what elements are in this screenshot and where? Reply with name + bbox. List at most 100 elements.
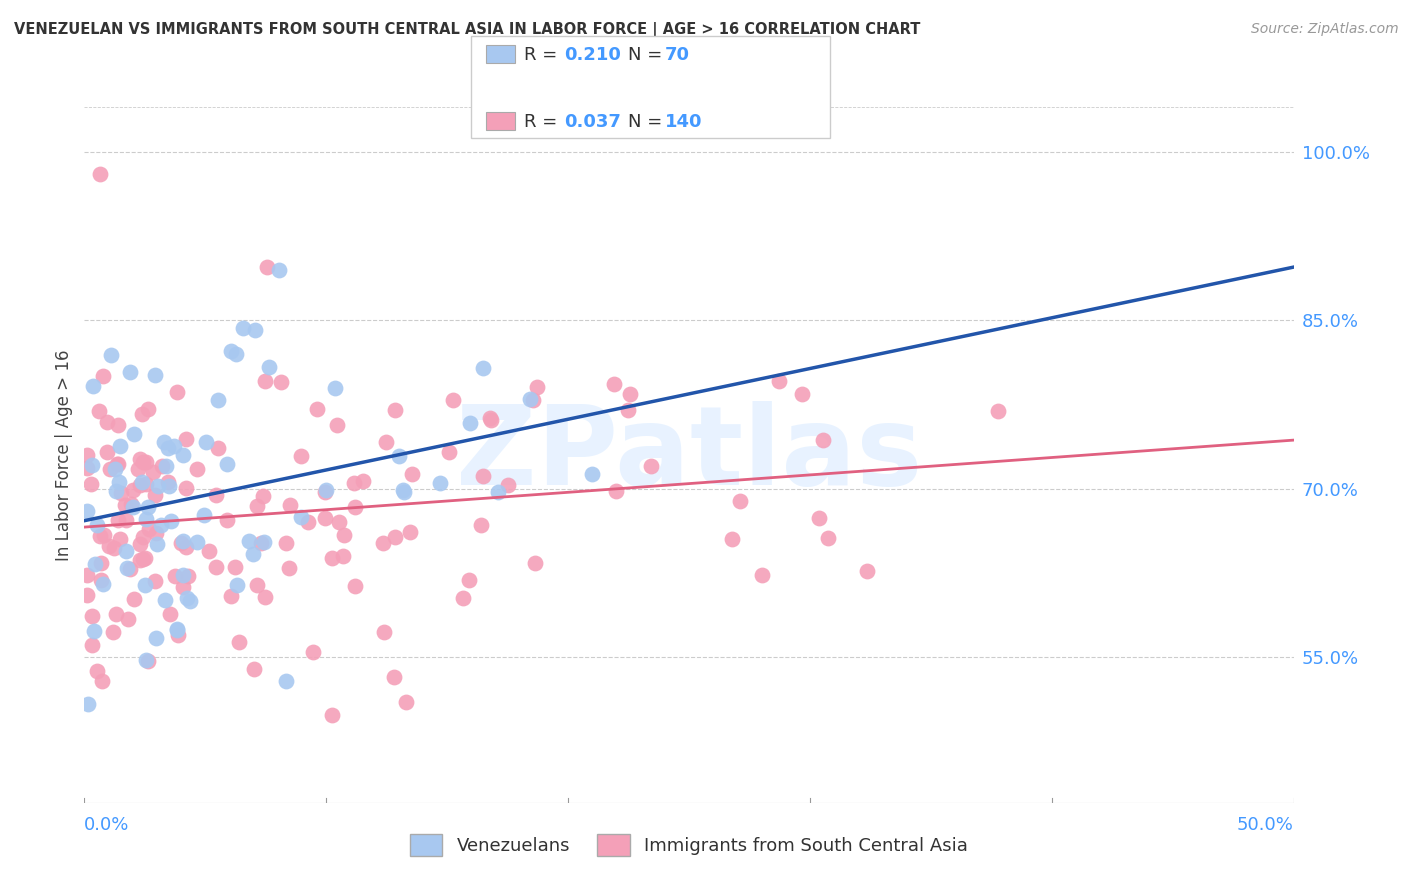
Point xyxy=(224,560,246,574)
Point xyxy=(395,696,418,710)
Point xyxy=(107,418,129,433)
Point xyxy=(277,560,299,574)
Point xyxy=(458,574,481,588)
Point xyxy=(250,536,273,550)
Point xyxy=(136,401,159,416)
Point xyxy=(155,459,177,474)
Point xyxy=(813,433,835,447)
Point xyxy=(153,434,176,449)
Point xyxy=(96,445,118,459)
Point xyxy=(118,366,141,380)
Point xyxy=(76,460,98,475)
Point xyxy=(321,707,343,722)
Point xyxy=(352,474,374,488)
Point xyxy=(290,449,312,463)
Point xyxy=(619,386,641,401)
Point xyxy=(401,467,423,482)
Text: VENEZUELAN VS IMMIGRANTS FROM SOUTH CENTRAL ASIA IN LABOR FORCE | AGE > 16 CORRE: VENEZUELAN VS IMMIGRANTS FROM SOUTH CENT… xyxy=(14,22,921,38)
Point xyxy=(323,381,346,395)
Point xyxy=(221,344,243,359)
Point xyxy=(246,500,269,514)
Point xyxy=(238,534,260,549)
Point xyxy=(325,418,347,433)
Point xyxy=(523,556,546,570)
Point xyxy=(856,564,879,578)
Point xyxy=(100,348,122,362)
Point xyxy=(143,574,166,588)
Point xyxy=(159,514,181,528)
Point xyxy=(120,562,142,576)
Point xyxy=(172,533,194,548)
Point xyxy=(257,360,280,375)
Point xyxy=(204,488,226,502)
Point xyxy=(384,530,406,544)
Point xyxy=(226,578,249,592)
Point xyxy=(93,527,115,541)
Point xyxy=(373,625,395,640)
Point xyxy=(97,539,120,553)
Point xyxy=(333,528,356,542)
Point xyxy=(274,673,297,688)
Point xyxy=(135,653,157,667)
Point xyxy=(276,536,298,550)
Point xyxy=(472,360,495,375)
Point xyxy=(83,624,105,638)
Point xyxy=(254,374,277,388)
Text: 0.0%: 0.0% xyxy=(84,816,129,834)
Point xyxy=(290,510,312,524)
Point xyxy=(84,557,107,571)
Point xyxy=(90,556,112,570)
Point xyxy=(252,489,274,503)
Point xyxy=(105,483,128,498)
Point xyxy=(89,167,111,181)
Point xyxy=(343,475,366,490)
Point xyxy=(374,435,396,450)
Point xyxy=(344,579,367,593)
Point xyxy=(167,628,190,642)
Point xyxy=(96,415,118,429)
Point xyxy=(134,551,156,566)
Point xyxy=(522,393,544,408)
Point xyxy=(108,438,131,452)
Point xyxy=(205,559,228,574)
Point xyxy=(129,537,152,551)
Point xyxy=(253,590,276,604)
Point xyxy=(86,664,108,678)
Legend: Venezuelans, Immigrants from South Central Asia: Venezuelans, Immigrants from South Centr… xyxy=(402,827,976,863)
Point xyxy=(105,607,128,621)
Point xyxy=(177,569,200,583)
Point xyxy=(640,459,662,474)
Point xyxy=(243,662,266,676)
Point xyxy=(114,499,136,513)
Text: ZPatlas: ZPatlas xyxy=(456,401,922,508)
Point xyxy=(398,524,420,539)
Point xyxy=(278,498,301,512)
Text: Source: ZipAtlas.com: Source: ZipAtlas.com xyxy=(1251,22,1399,37)
Point xyxy=(728,494,751,508)
Point xyxy=(87,404,110,418)
Point xyxy=(817,531,839,545)
Point xyxy=(496,478,519,492)
Point xyxy=(186,535,208,549)
Point xyxy=(382,669,405,683)
Point xyxy=(122,483,145,497)
Point xyxy=(519,392,541,407)
Point xyxy=(371,535,394,549)
Point xyxy=(143,368,166,383)
Point xyxy=(157,441,180,455)
Point xyxy=(107,513,129,527)
Text: 0.037: 0.037 xyxy=(564,113,620,131)
Point xyxy=(143,487,166,501)
Point xyxy=(242,548,264,562)
Point xyxy=(129,451,152,466)
Point xyxy=(98,462,121,476)
Point xyxy=(131,408,153,422)
Point xyxy=(134,577,156,591)
Point xyxy=(91,369,114,384)
Point xyxy=(302,645,325,659)
Point xyxy=(91,674,114,689)
Point xyxy=(225,346,247,360)
Point xyxy=(93,577,115,591)
Point xyxy=(117,612,139,626)
Point xyxy=(86,517,108,532)
